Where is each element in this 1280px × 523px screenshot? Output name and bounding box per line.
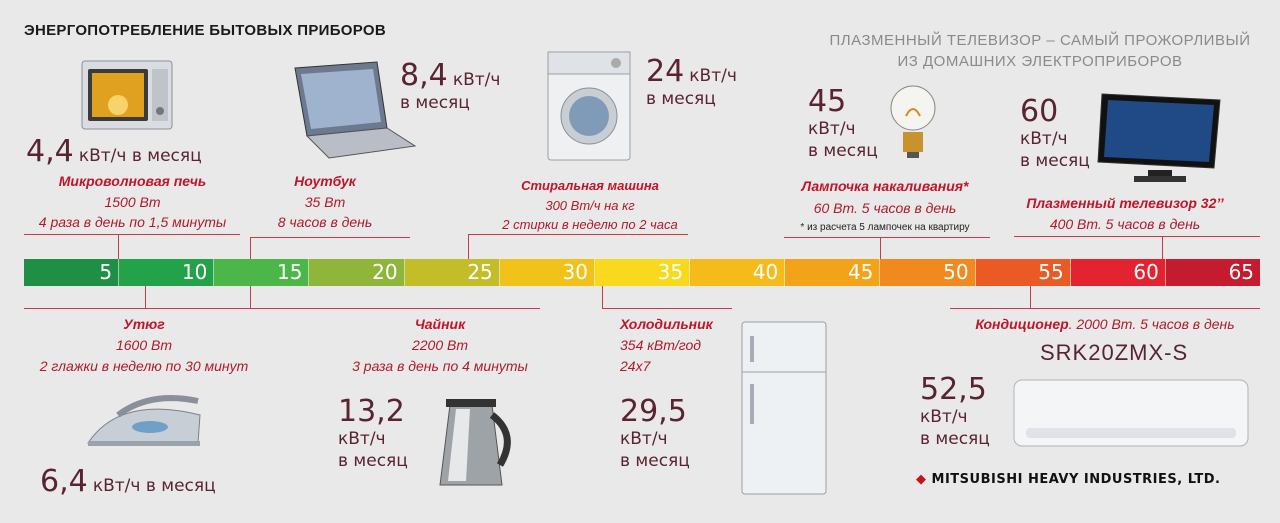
scale-segment-45: 45 [785,259,881,286]
tv-power: 400 Вт. 5 часов в день [1049,216,1201,232]
fridge-pointer [602,286,603,308]
ac-model: SRK20ZMX-S [1040,340,1189,365]
kettle-usage: 3 раза в день по 4 минуты [352,358,528,374]
iron-name: Утюг [123,316,165,332]
washing-machine-icon [547,51,631,161]
laptop-power: 35 Вт [304,194,346,210]
iron-icon [87,395,201,446]
microwave-usage: 4 раза в день по 1,5 минуты [38,214,227,230]
consumption-scale: 5 10 15 20 25 30 35 40 45 50 55 60 65 [24,259,1261,286]
page-title: ЭНЕРГОПОТРЕБЛЕНИЕ БЫТОВЫХ ПРИБОРОВ [24,22,386,39]
refrigerator-icon [741,321,827,495]
subtitle-line-1: ПЛАЗМЕННЫЙ ТЕЛЕВИЗОР – САМЫЙ ПРОЖОРЛИВЫЙ [829,32,1251,49]
mitsubishi-diamonds-icon: ◆ [916,472,927,487]
scale-segment-35: 35 [594,259,691,286]
brand-logo: ◆ MITSUBISHI HEAVY INDUSTRIES, LTD. [916,472,1221,487]
microwave-icon [81,60,173,130]
lamp-footnote: * из расчета 5 лампочек на квартиру [800,222,970,233]
tv-pointer [1162,236,1163,259]
iron-pointer [145,286,146,308]
lamp-consumption: 45 кВт/ч в месяц [808,84,878,162]
iron-leader [24,308,264,309]
scale-segment-55: 55 [975,259,1071,286]
scale-segment-15: 15 [214,259,310,286]
scale-segment-60: 60 [1070,259,1166,286]
subtitle-line-2: ИЗ ДОМАШНИХ ЭЛЕКТРОПРИБОРОВ [897,53,1183,70]
microwave-name: Микроволновая печь [58,173,207,189]
tv-consumption: 60 кВт/ч в месяц [1020,94,1090,172]
fridge-name: Холодильник [620,316,713,332]
laptop-consumption: 8,4 кВт/ч в месяц [400,58,501,114]
ac-leader [950,308,1260,309]
scale-segment-30: 30 [499,259,595,286]
light-bulb-icon [890,85,936,158]
washer-usage: 2 стирки в неделю по 2 часа [502,217,678,232]
lamp-pointer [880,237,881,259]
microwave-pointer [118,234,119,259]
fridge-usage: 24x7 [620,358,651,374]
kettle-consumption: 13,2 кВт/ч в месяц [338,394,408,472]
subtitle: ПЛАЗМЕННЫЙ ТЕЛЕВИЗОР – САМЫЙ ПРОЖОРЛИВЫЙ… [820,30,1260,72]
scale-segment-65: 65 [1165,259,1261,286]
kettle-power: 2200 Вт [411,337,469,353]
laptop-icon [294,61,417,159]
laptop-leader [250,237,410,238]
iron-usage: 2 глажки в неделю по 30 минут [39,358,249,374]
washer-leader [468,234,688,235]
ac-pointer [1030,286,1031,308]
kettle-pointer [250,286,251,308]
ac-name: Кондиционер [975,316,1069,332]
scale-segment-5: 5 [24,259,120,286]
laptop-usage: 8 часов в день [277,214,373,230]
iron-power: 1600 Вт [115,337,173,353]
fridge-power: 354 кВт/год [620,337,702,353]
air-conditioner-icon [1013,379,1249,447]
microwave-power: 1500 Вт [104,194,161,210]
ac-label: Кондиционер. 2000 Вт. 5 часов в день [950,316,1260,334]
washer-power: 300 Вт/ч на кг [545,198,635,213]
fridge-consumption: 29,5 кВт/ч в месяц [620,394,690,472]
lamp-name: Лампочка накаливания* [801,178,969,194]
kettle-name: Чайник [414,316,466,332]
laptop-name: Ноутбук [294,173,356,189]
washer-consumption: 24 кВт/ч в месяц [646,54,737,110]
ac-desc: . 2000 Вт. 5 часов в день [1068,316,1235,332]
laptop-pointer [250,237,251,259]
ac-consumption: 52,5 кВт/ч в месяц [920,372,990,450]
tv-name: Плазменный телевизор 32’’ [1026,195,1224,211]
fridge-leader [602,308,732,309]
lamp-power: 60 Вт. 5 часов в день [813,200,957,216]
scale-segment-50: 50 [880,259,976,286]
microwave-consumption: 4,4 кВт/ч в месяц [26,134,202,169]
scale-segment-10: 10 [119,259,215,286]
kettle-icon [439,399,511,486]
scale-segment-25: 25 [404,259,500,286]
washer-pointer [468,234,469,259]
scale-segment-40: 40 [690,259,786,286]
microwave-leader [24,234,240,235]
lamp-leader [784,237,990,238]
kettle-leader [250,308,540,309]
washer-name: Стиральная машина [521,178,659,193]
iron-consumption: 6,4 кВт/ч в месяц [40,464,216,499]
tv-leader [1014,236,1260,237]
scale-segment-20: 20 [309,259,405,286]
plasma-tv-icon [1097,93,1221,182]
